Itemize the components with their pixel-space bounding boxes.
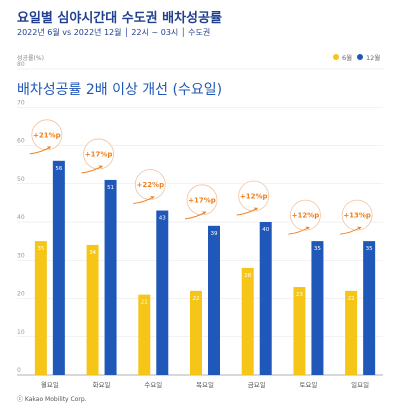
y-tick-label: 70 [17, 99, 25, 106]
data-label-jun: 35 [37, 246, 44, 252]
data-label-jun: 22 [348, 296, 355, 302]
x-tick-label: 화요일 [93, 380, 111, 389]
bar-dec [259, 222, 272, 375]
chart-subtitle: 2022년 6월 vs 2022년 12월 │ 22시 ~ 03시 │ 수도권 [17, 28, 211, 37]
data-label-dec: 40 [262, 227, 269, 233]
data-label-jun: 34 [89, 250, 96, 256]
change-circle [31, 119, 63, 151]
legend-label-dec: 12월 [366, 53, 380, 62]
bar-jun [138, 294, 151, 375]
y-axis-label: 성공률(%) [17, 54, 44, 62]
x-tick-label: 월요일 [41, 380, 59, 389]
change-circle [186, 184, 218, 216]
data-label-jun: 21 [141, 300, 148, 306]
x-tick-label: 목요일 [196, 380, 214, 389]
change-circle [83, 138, 114, 170]
bar-dec [156, 210, 169, 375]
data-label-dec: 39 [211, 231, 218, 237]
y-tick-label: 60 [17, 138, 25, 145]
y-tick-label: 40 [17, 214, 25, 221]
legend-label-jun: 6월 [342, 53, 352, 62]
x-tick-label: 일요일 [351, 380, 369, 389]
change-arrowhead [305, 226, 310, 230]
data-label-dec: 35 [314, 246, 321, 252]
data-label-dec: 56 [55, 166, 62, 172]
bar-dec [208, 225, 220, 375]
data-label-jun: 23 [296, 292, 303, 298]
legend-marker-dec [357, 54, 363, 60]
change-label: +17%p [85, 150, 113, 158]
change-arrowhead [46, 146, 51, 150]
bar-jun [190, 290, 202, 375]
y-tick-label: 80 [17, 61, 25, 68]
change-label: +17%p [188, 196, 216, 204]
bar-jun [34, 241, 47, 375]
change-arrowhead [202, 211, 206, 215]
legend-marker-jun [333, 54, 339, 60]
y-tick-label: 10 [17, 329, 25, 336]
y-tick-label: 20 [17, 291, 25, 298]
bar-jun [345, 290, 358, 375]
source-credit: ⓒ Kakao Mobility Corp. [17, 396, 87, 403]
bar-jun [293, 287, 306, 375]
bar-dec [311, 241, 324, 375]
change-label: +12%p [292, 212, 320, 220]
change-arrowhead [357, 226, 362, 230]
data-label-dec: 43 [159, 216, 166, 222]
change-circle [238, 180, 270, 212]
data-label-dec: 51 [107, 185, 114, 191]
data-label-dec: 35 [366, 246, 373, 252]
bar-dec [52, 160, 65, 375]
y-tick-label: 30 [17, 252, 25, 259]
x-tick-label: 토요일 [299, 380, 317, 389]
y-tick-label: 50 [17, 176, 25, 183]
bar-jun [241, 267, 254, 375]
y-tick-label: 0 [17, 367, 21, 374]
chart-headline: 배차성공률 2배 이상 개선 (수요일) [17, 82, 222, 98]
bar-dec [104, 179, 117, 375]
chart-title: 요일별 심야시간대 수도권 배차성공률 [17, 11, 222, 26]
bar-jun [86, 244, 99, 375]
change-circle [290, 199, 321, 231]
x-tick-label: 금요일 [248, 380, 266, 389]
change-label: +12%p [240, 193, 268, 201]
change-arrowhead [98, 165, 103, 169]
change-label: +21%p [33, 131, 61, 139]
change-circle [134, 169, 166, 200]
x-tick-label: 수요일 [144, 380, 162, 389]
change-label: +13%p [343, 212, 371, 220]
data-label-jun: 28 [244, 273, 251, 279]
bar-dec [363, 241, 376, 375]
change-arrowhead [150, 196, 155, 200]
change-arrowhead [253, 207, 258, 211]
change-label: +22%p [136, 181, 164, 189]
change-circle [341, 199, 373, 231]
data-label-jun: 22 [193, 296, 200, 302]
